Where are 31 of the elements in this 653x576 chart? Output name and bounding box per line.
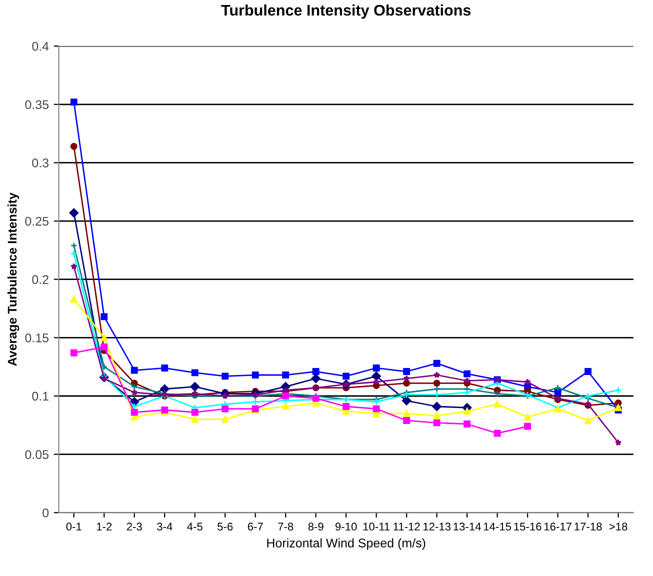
y-tick-label: 0.05 xyxy=(25,450,49,459)
chart-title: Turbulence Intensity Observations xyxy=(221,4,471,19)
x-tick-label: 10-11 xyxy=(363,522,390,531)
x-tick-label: 2-3 xyxy=(126,522,142,531)
x-tick-label: 15-16 xyxy=(514,522,542,531)
x-tick-label: 12-13 xyxy=(423,522,451,531)
x-tick-label: 4-5 xyxy=(187,522,202,531)
y-axis-title: Average Turbulence Intensity xyxy=(7,192,20,366)
x-tick-label: 9-10 xyxy=(335,522,357,531)
x-tick-label: 8-9 xyxy=(308,522,324,531)
x-tick-label: 7-8 xyxy=(278,522,294,531)
x-tick-label: 17-18 xyxy=(574,522,602,531)
y-tick-label: 0.1 xyxy=(32,392,48,401)
x-tick-label: >18 xyxy=(609,522,628,531)
x-tick-label: 3-4 xyxy=(157,522,172,531)
x-axis-title: Horizontal Wind Speed (m/s) xyxy=(267,538,426,550)
x-tick-label: 14-15 xyxy=(484,522,512,531)
y-tick-label: 0.2 xyxy=(32,275,48,284)
y-tick-label: 0.15 xyxy=(25,333,49,342)
x-tick-label: 6-7 xyxy=(248,522,263,531)
x-tick-label: 0-1 xyxy=(66,522,82,531)
x-tick-label: 5-6 xyxy=(218,522,233,531)
y-tick-label: 0.35 xyxy=(25,100,49,110)
y-tick-label: 0.25 xyxy=(25,216,49,226)
y-tick-label: 0.4 xyxy=(32,42,49,51)
y-tick-label: 0 xyxy=(42,508,49,518)
x-tick-label: 16-17 xyxy=(544,522,572,531)
x-tick-label: 11-12 xyxy=(394,522,420,530)
x-tick-label: 13-14 xyxy=(454,522,481,531)
x-tick-label: 1-2 xyxy=(96,522,112,530)
y-tick-label: 0.3 xyxy=(32,158,48,168)
